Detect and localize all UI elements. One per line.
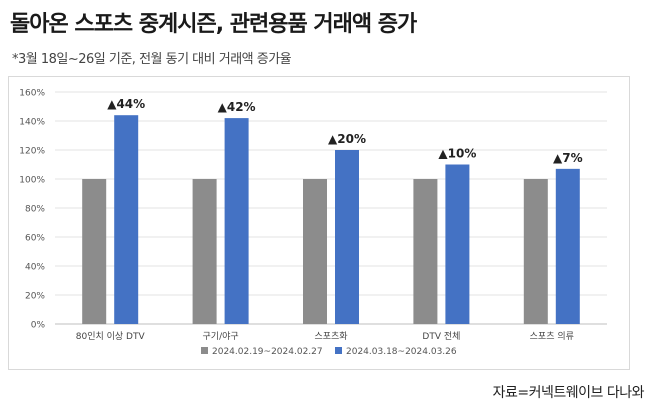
bar-series-1 [82, 179, 107, 324]
increase-label: ▲42% [218, 100, 256, 114]
y-tick-label: 80% [25, 205, 45, 215]
x-tick-label: 스포츠 의류 [530, 331, 574, 342]
bar-chart: 0% 20% 40% 60% 80% 100% 120% 140% 160% ▲44% ▲42% ▲… [19, 89, 607, 357]
bar-series-1 [523, 179, 548, 324]
x-tick-label: DTV 전체 [422, 331, 460, 342]
x-tick-label: 구기/야구 [203, 331, 239, 342]
chart-title: 돌아온 스포츠 중계시즌, 관련용품 거래액 증가 [10, 12, 417, 37]
chart-panel: 0% 20% 40% 60% 80% 100% 120% 140% 160% ▲44% ▲42% ▲… [8, 76, 630, 370]
x-tick-label: 80인치 이상 DTV [76, 330, 146, 342]
x-tick-label: 스포츠화 [314, 331, 347, 342]
y-tick-label: 140% [19, 118, 45, 128]
y-tick-label: 20% [25, 292, 45, 302]
increase-label: ▲20% [328, 132, 366, 146]
increase-label: ▲44% [107, 97, 145, 111]
y-tick-label: 100% [19, 176, 45, 186]
bar-series-2 [224, 118, 249, 324]
y-tick-label: 0% [31, 321, 46, 331]
increase-label: ▲7% [553, 151, 583, 165]
source-note: 자료=커넥트웨이브 다나와 [492, 385, 645, 401]
y-tick-label: 60% [25, 234, 45, 244]
bar-series-2 [335, 150, 359, 324]
bar-series-2 [555, 168, 580, 324]
increase-label: ▲10% [438, 147, 476, 161]
legend-swatch [201, 347, 208, 354]
legend-label: 2024.02.19~2024.02.27 [212, 347, 323, 357]
chart-subtitle: *3월 18일~26일 기준, 전월 동기 대비 거래액 증가율 [12, 52, 292, 67]
bar-series-1 [192, 179, 217, 324]
legend-swatch [335, 347, 342, 354]
bar-series-1 [303, 179, 327, 324]
bar-series-2 [114, 115, 139, 324]
bar-series-2 [445, 164, 470, 324]
y-tick-label: 40% [25, 263, 45, 273]
y-tick-label: 120% [19, 147, 45, 157]
legend-label: 2024.03.18~2024.03.26 [346, 347, 457, 357]
bar-series-1 [413, 179, 438, 324]
y-tick-label: 160% [19, 89, 45, 99]
